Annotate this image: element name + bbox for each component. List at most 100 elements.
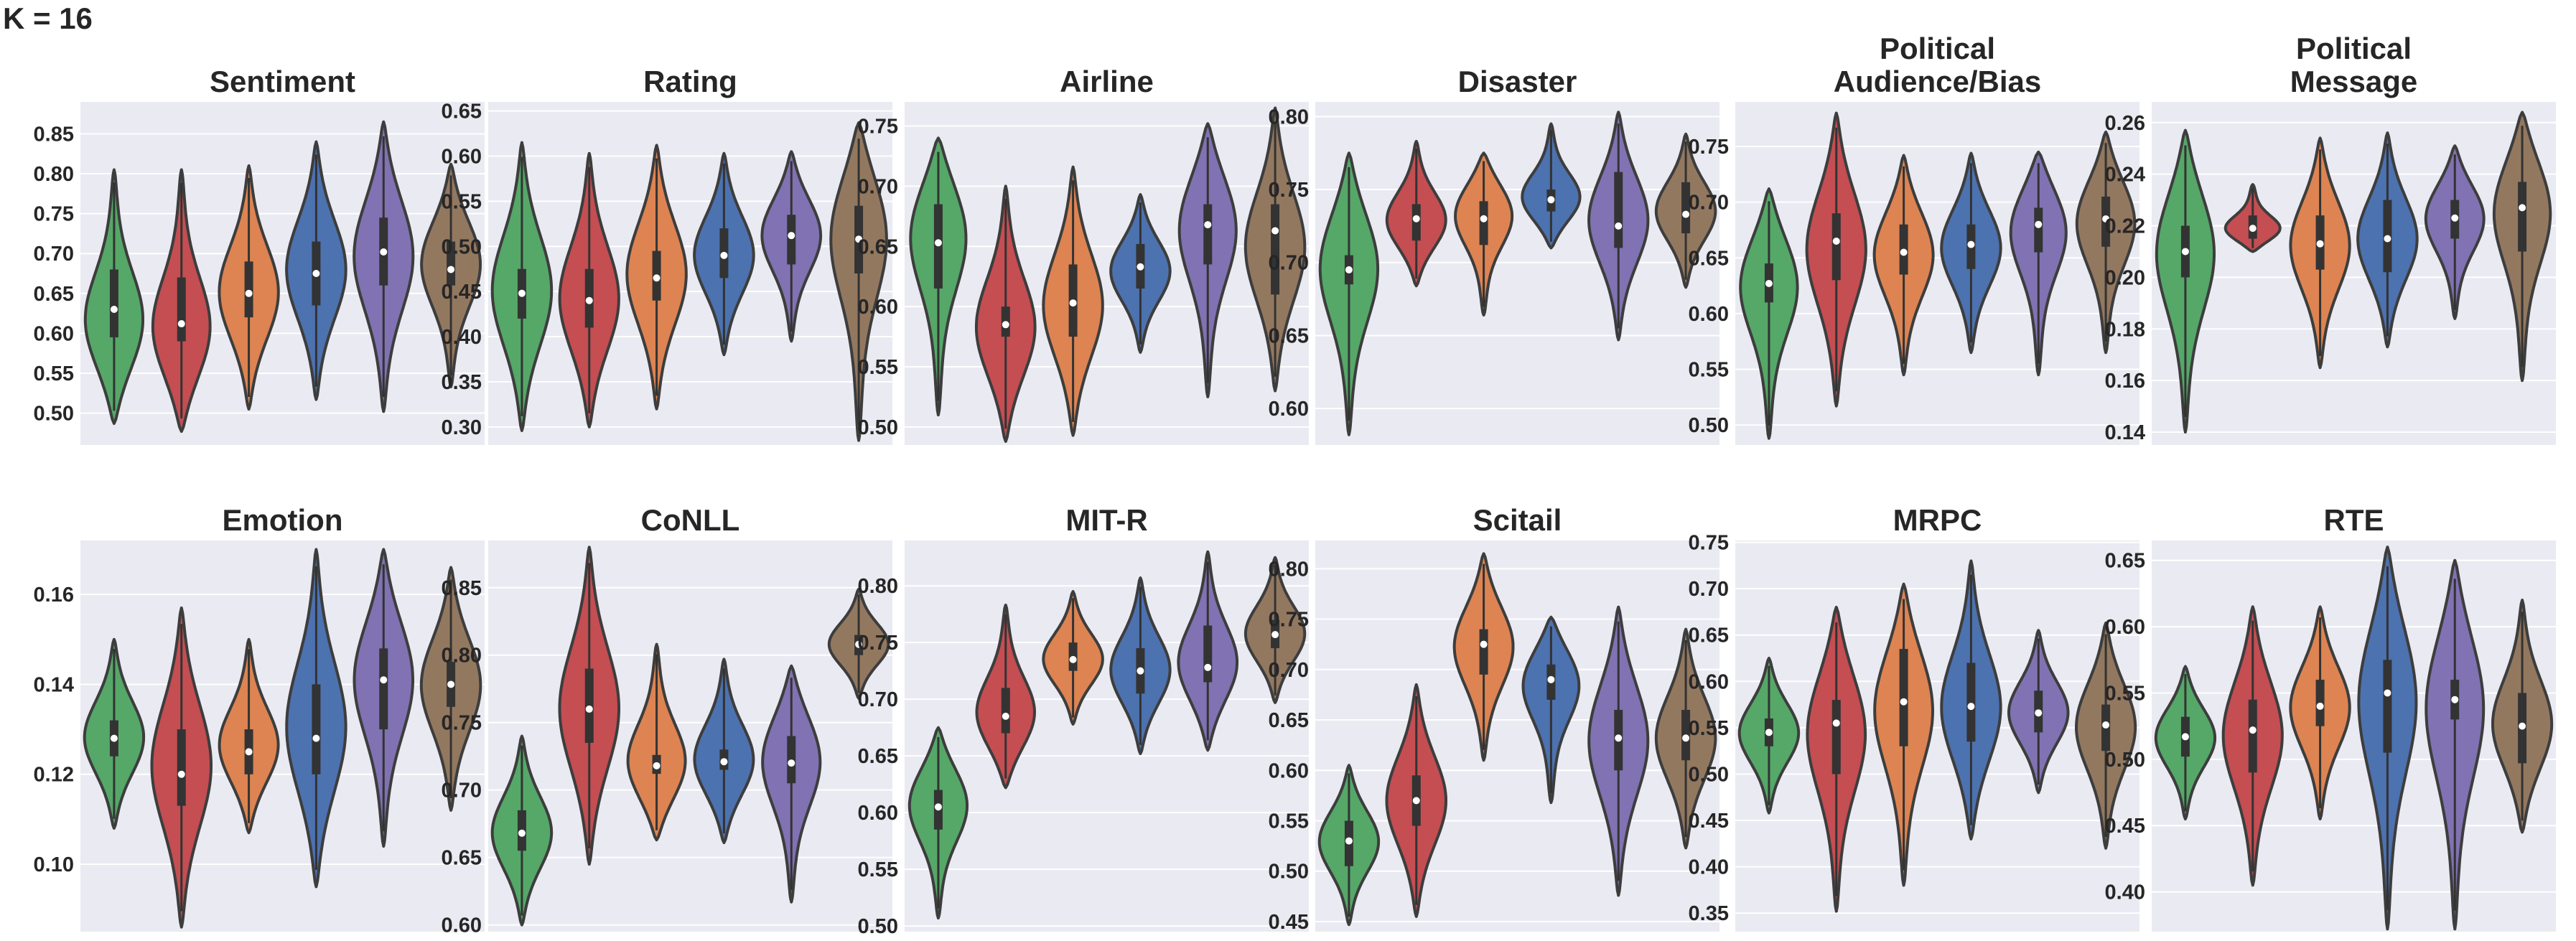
violin-iqr-box (1411, 204, 1421, 241)
violin-median-dot (2316, 702, 2324, 710)
y-tick-label: 0.80 (34, 163, 74, 186)
violin-median-dot (447, 680, 455, 688)
y-tick-label: 0.65 (1269, 324, 1309, 347)
violin-4 (1177, 122, 1238, 398)
violin-1 (2221, 605, 2284, 887)
violin-median-dot (1967, 703, 1975, 711)
y-tick-label: 0.75 (34, 203, 74, 226)
y-tick-label: 0.65 (34, 283, 74, 306)
violin-5 (827, 587, 890, 700)
violin-median-dot (788, 232, 795, 240)
violin-5 (829, 121, 888, 442)
violin-iqr-box (1831, 213, 1841, 281)
violin-iqr-box (2518, 182, 2527, 252)
panel-background (80, 540, 485, 932)
violin-median-dot (1615, 734, 1623, 742)
y-tick-label: 0.14 (34, 673, 74, 696)
violin-median-dot (1480, 640, 1488, 648)
violin-median-dot (2102, 215, 2110, 223)
violin-iqr-box (1479, 629, 1488, 675)
y-tick-label: 0.60 (442, 145, 482, 168)
y-tick-label: 0.55 (34, 362, 74, 385)
violin-5 (2491, 599, 2554, 834)
violin-1 (558, 151, 620, 429)
y-tick-label: 0.55 (858, 356, 898, 379)
violin-median-dot (1547, 675, 1555, 683)
violin-median-dot (2249, 225, 2257, 233)
y-tick-label: 0.50 (2105, 749, 2145, 772)
violin-median-dot (585, 296, 593, 304)
violin-iqr-box (312, 684, 321, 774)
violin-median-dot (1271, 227, 1279, 235)
violin-3 (285, 548, 347, 889)
panel-background (1735, 102, 2139, 445)
y-tick-label: 0.50 (858, 915, 898, 938)
y-tick-label: 0.50 (442, 235, 482, 258)
y-tick-label: 0.35 (442, 371, 482, 394)
violin-median-dot (2519, 204, 2526, 212)
panel-title: CoNLL (641, 503, 740, 537)
violin-median-dot (1412, 797, 1420, 805)
violin-0 (1739, 187, 1799, 440)
y-tick-label: 0.75 (1269, 179, 1309, 202)
panel-title: Sentiment (210, 65, 355, 98)
violin-median-dot (312, 270, 320, 277)
panel-title: Airline (1060, 65, 1154, 98)
y-tick-label: 0.24 (2105, 164, 2145, 187)
violin-4 (2425, 558, 2486, 931)
violin-median-dot (1682, 210, 1690, 218)
violin-iqr-box (1271, 204, 1280, 295)
panel-3: 0.60 0.65 0.70 0.75 0.80 Disaster (1269, 65, 1719, 445)
y-tick-label: 0.65 (1269, 709, 1309, 732)
y-tick-label: 0.65 (858, 745, 898, 768)
panel-2: 0.50 0.55 0.60 0.65 0.70 0.75 Airline (858, 65, 1309, 445)
panel-background (905, 102, 1309, 445)
violin-0 (1317, 764, 1381, 927)
violin-1 (2223, 183, 2282, 253)
panel-0: 0.50 0.55 0.60 0.65 0.70 0.75 0.80 0.85 Sentimen… (34, 65, 485, 445)
panel-title: MIT-R (1065, 503, 1147, 537)
violin-median-dot (1412, 215, 1420, 223)
violin-3 (1521, 615, 1581, 805)
violin-iqr-box (787, 215, 796, 265)
y-tick-label: 0.50 (858, 416, 898, 439)
panel-title: RTE (2324, 503, 2384, 537)
panel-background (488, 102, 892, 445)
violin-median-dot (2316, 240, 2324, 248)
violin-iqr-box (1203, 625, 1213, 683)
y-tick-label: 0.40 (442, 326, 482, 349)
panel-1: 0.30 0.35 0.40 0.45 0.50 0.55 0.60 0.65 Rating (442, 65, 892, 445)
violin-median-dot (1204, 663, 1212, 671)
violin-4 (2009, 150, 2068, 377)
y-tick-label: 0.26 (2105, 112, 2145, 135)
violin-2 (1872, 154, 1935, 377)
y-tick-label: 0.45 (442, 281, 482, 304)
violin-iqr-box (447, 241, 456, 286)
violin-iqr-box (1681, 182, 1691, 234)
panel-background (1315, 540, 1719, 932)
violin-2 (218, 637, 280, 835)
panel-9: 0.45 0.50 0.55 0.60 0.65 0.70 0.75 0.80 Scitail (1269, 503, 1719, 934)
panel-title: Disaster (1458, 65, 1577, 98)
violin-median-dot (518, 289, 526, 297)
y-tick-label: 0.70 (1269, 252, 1309, 275)
violin-median-dot (1345, 837, 1353, 845)
y-tick-label: 0.50 (1689, 763, 1729, 786)
violin-3 (1521, 122, 1582, 250)
y-tick-label: 0.60 (442, 914, 482, 937)
violin-median-dot (1967, 240, 1975, 248)
y-tick-label: 0.45 (2105, 815, 2145, 838)
violin-median-dot (1547, 196, 1555, 204)
y-tick-label: 0.75 (1689, 136, 1729, 159)
violin-1 (975, 604, 1036, 790)
violin-median-dot (1480, 215, 1488, 223)
violin-median-dot (2249, 726, 2257, 734)
y-tick-label: 0.60 (2105, 616, 2145, 639)
violin-median-dot (1204, 221, 1212, 229)
panel-background (1315, 102, 1719, 445)
y-tick-label: 0.80 (442, 645, 482, 668)
violin-iqr-box (1001, 688, 1010, 734)
violin-1 (974, 184, 1037, 443)
violin-iqr-box (1899, 649, 1908, 746)
violin-2 (626, 642, 687, 842)
